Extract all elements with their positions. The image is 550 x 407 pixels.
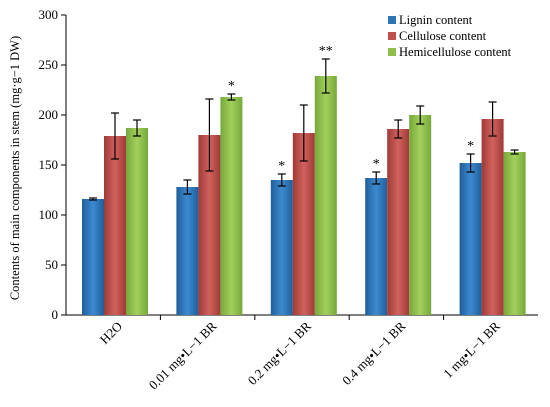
y-tick-label: 50	[45, 257, 58, 272]
legend-label-cellulose: Cellulose content	[399, 29, 487, 43]
category-label: 0.01 mg•L−1 BR	[146, 318, 220, 392]
bar-lignin-content-0	[82, 199, 104, 315]
y-tick-label: 300	[39, 7, 59, 22]
y-ticks: 0 50 100 150 200 250 300	[39, 7, 66, 322]
significance-mark: *	[278, 159, 285, 174]
legend-label-hemicellulose: Hemicellulose content	[399, 45, 512, 59]
significance-mark: *	[373, 157, 380, 172]
bar-lignin-content-1	[176, 187, 199, 315]
bar-cellulose-content-0	[104, 136, 126, 315]
y-tick-label: 150	[39, 157, 59, 172]
bar-hemicellulose-content-4	[503, 152, 526, 315]
y-tick-label: 200	[39, 107, 59, 122]
category-label: 0.2 mg•L−1 BR	[245, 318, 315, 388]
category-label: 0.4 mg•L−1 BR	[339, 318, 409, 388]
legend: Lignin content Cellulose content Hemicel…	[388, 13, 512, 59]
legend-swatch-lignin	[388, 16, 396, 24]
legend-swatch-hemicellulose	[388, 48, 396, 56]
significance-marks: ******	[228, 44, 474, 174]
category-label: H2O	[97, 319, 125, 347]
bar-cellulose-content-3	[387, 129, 410, 315]
bar-hemicellulose-content-2	[314, 76, 337, 315]
significance-mark: **	[319, 44, 333, 59]
bar-hemicellulose-content-0	[126, 128, 148, 315]
category-labels: H2O 0.01 mg•L−1 BR 0.2 mg•L−1 BR 0.4 mg•L−1…	[97, 315, 503, 392]
bar-lignin-content-2	[270, 180, 293, 315]
bar-cellulose-content-1	[198, 135, 221, 315]
bar-hemicellulose-content-1	[220, 97, 243, 315]
bar-cellulose-content-4	[481, 119, 504, 315]
error-bars	[89, 58, 519, 201]
bar-lignin-content-4	[459, 163, 482, 315]
bar-cellulose-content-2	[292, 133, 315, 315]
bar-hemicellulose-content-3	[409, 115, 432, 315]
y-axis-label: Contents of main components in stem (mg·…	[8, 36, 22, 300]
y-tick-label: 0	[52, 307, 59, 322]
y-tick-label: 100	[39, 207, 59, 222]
category-label: 1 mg•L−1 BR	[440, 318, 503, 381]
significance-mark: *	[467, 139, 474, 154]
legend-swatch-cellulose	[388, 32, 396, 40]
y-tick-label: 250	[39, 57, 59, 72]
legend-label-lignin: Lignin content	[399, 13, 473, 27]
bars	[82, 76, 526, 315]
significance-mark: *	[228, 79, 235, 94]
bar-lignin-content-3	[365, 178, 388, 315]
